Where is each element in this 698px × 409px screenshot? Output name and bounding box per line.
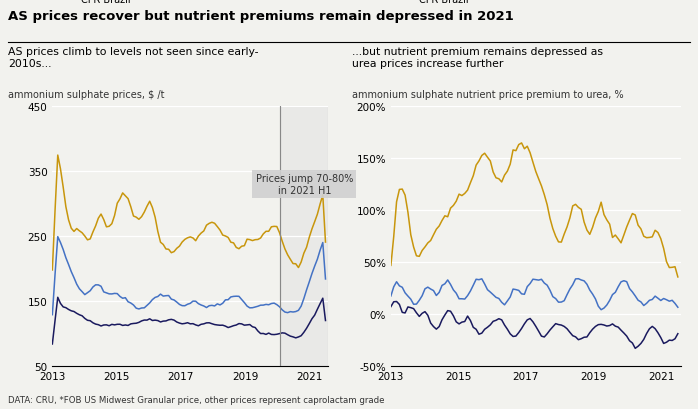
Text: ...but nutrient premium remains depressed as
urea prices increase further: ...but nutrient premium remains depresse… — [352, 47, 604, 69]
Legend: FOB China, CFR Brazil, FOB US Midwest*: FOB China, CFR Brazil, FOB US Midwest* — [57, 0, 247, 9]
Text: AS prices climb to levels not seen since early-
2010s...: AS prices climb to levels not seen since… — [8, 47, 259, 69]
Text: AS prices recover but nutrient premiums remain depressed in 2021: AS prices recover but nutrient premiums … — [8, 10, 514, 23]
Bar — [280, 106, 328, 366]
Text: ammonium sulphate prices, $ /t: ammonium sulphate prices, $ /t — [8, 90, 165, 100]
Text: DATA: CRU, *FOB US Midwest Granular price, other prices represent caprolactam gr: DATA: CRU, *FOB US Midwest Granular pric… — [8, 395, 385, 404]
Text: ammonium sulphate nutrient price premium to urea, %: ammonium sulphate nutrient price premium… — [352, 90, 624, 100]
Text: Prices jump 70-80%
in 2021 H1: Prices jump 70-80% in 2021 H1 — [255, 173, 353, 195]
Legend: FOB China, CFR Brazil, FOB US Midwest*: FOB China, CFR Brazil, FOB US Midwest* — [396, 0, 586, 9]
